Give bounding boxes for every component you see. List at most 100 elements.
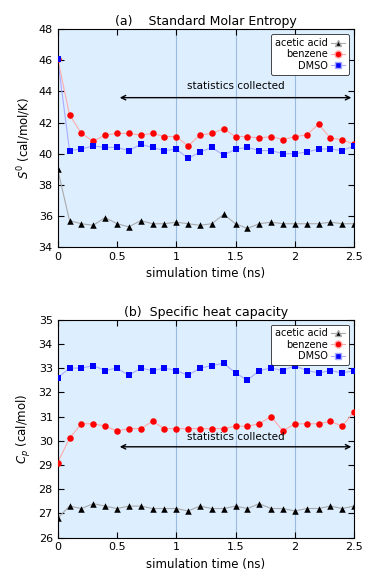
Point [197,424,203,433]
Point [150,417,156,426]
Point [67,363,73,373]
Point [268,146,274,155]
Point [339,219,345,229]
Point [221,359,227,368]
Point [256,219,262,229]
Point [316,144,322,154]
Point [114,129,120,138]
Point [67,216,73,225]
Point [316,219,322,229]
Point [90,419,96,428]
Point [327,502,333,511]
Point [232,219,239,229]
Point [185,154,191,163]
Point [55,165,61,174]
Point [280,427,286,436]
Point [256,146,262,155]
Point [209,361,215,370]
Point [244,421,250,431]
Point [90,361,96,370]
Point [351,219,357,229]
Point [114,143,120,152]
Point [339,146,345,155]
Point [55,54,61,63]
Point [232,421,239,431]
Point [114,219,120,229]
Point [256,499,262,509]
Point [185,141,191,151]
Point [173,424,179,433]
Point [67,434,73,443]
Point [209,129,215,138]
Point [280,149,286,158]
Point [150,143,156,152]
Point [102,130,108,139]
Point [90,141,96,151]
Y-axis label: $S^0$ (cal/mol/K): $S^0$ (cal/mol/K) [15,97,33,179]
Point [327,144,333,154]
Point [126,502,132,511]
Point [232,502,239,511]
X-axis label: simulation time (ns): simulation time (ns) [146,558,265,571]
Point [173,132,179,141]
Point [161,132,167,141]
Point [327,366,333,375]
Point [90,499,96,509]
Point [256,366,262,375]
Point [138,363,144,373]
Point [138,502,144,511]
Point [221,210,227,219]
Point [114,427,120,436]
Point [268,132,274,141]
Point [304,366,310,375]
Point [221,504,227,513]
Point [161,363,167,373]
Point [173,366,179,375]
Point [126,129,132,138]
Legend: acetic acid, benzene, DMSO: acetic acid, benzene, DMSO [271,325,349,365]
Point [90,137,96,146]
Point [126,222,132,231]
Point [138,139,144,149]
Point [316,120,322,129]
Point [78,144,84,154]
Point [221,424,227,433]
Point [67,146,73,155]
Point [351,139,357,149]
Point [316,504,322,513]
Point [197,148,203,157]
Point [268,504,274,513]
Point [197,363,203,373]
Point [102,502,108,511]
Point [197,502,203,511]
Point [327,134,333,143]
Point [114,504,120,513]
Point [102,213,108,222]
Point [327,217,333,227]
Point [102,421,108,431]
Point [67,502,73,511]
Point [351,141,357,151]
Point [316,368,322,377]
Point [304,130,310,139]
Point [316,419,322,428]
Point [173,144,179,154]
Point [244,504,250,513]
Point [209,504,215,513]
Point [327,417,333,426]
Point [304,419,310,428]
Point [280,135,286,144]
X-axis label: simulation time (ns): simulation time (ns) [146,267,265,281]
Point [256,419,262,428]
Point [292,506,298,516]
Point [55,54,61,63]
Point [173,217,179,227]
Point [304,219,310,229]
Title: (a)    Standard Molar Entropy: (a) Standard Molar Entropy [115,15,297,28]
Point [244,143,250,152]
Y-axis label: $C_p$ (cal/mol): $C_p$ (cal/mol) [15,393,33,464]
Point [150,366,156,375]
Point [268,363,274,373]
Point [78,504,84,513]
Point [304,504,310,513]
